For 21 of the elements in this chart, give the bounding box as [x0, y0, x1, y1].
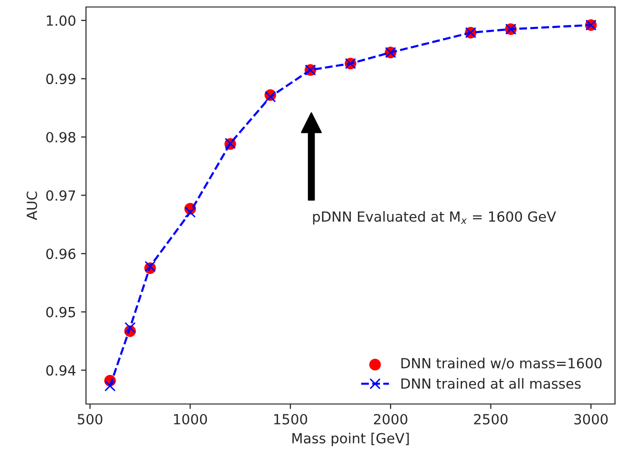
point	[124, 322, 136, 334]
annotation: pDNN Evaluated at M$_{x}$ = 1600 GeV	[313, 211, 556, 225]
y-tick-label: 0.97	[46, 190, 76, 201]
x-tick-label: 1500	[274, 414, 308, 424]
x-tick-label: 500	[78, 414, 102, 424]
x-tick-label: 3000	[574, 414, 608, 424]
x-tick-label: 2000	[374, 414, 408, 424]
x-tick-label: 1000	[174, 414, 207, 424]
y-tick-label: 1.00	[46, 15, 76, 26]
legend-label: DNN trained w/o mass=1600	[401, 358, 602, 370]
y-tick-label: 0.98	[46, 132, 76, 142]
x-tick-label: 2500	[474, 414, 508, 424]
point	[184, 206, 196, 218]
point	[104, 380, 116, 392]
y-tick-label: 0.96	[46, 248, 76, 260]
y-tick-label: 0.99	[46, 74, 76, 84]
y-tick-label: 0.94	[46, 365, 76, 376]
legend-label: DNN trained at all masses	[401, 378, 581, 389]
y-tick-label: 0.95	[46, 306, 76, 318]
x-axis-title: Mass point [GeV]	[292, 432, 409, 446]
y-axis-title: AUC	[26, 192, 38, 220]
